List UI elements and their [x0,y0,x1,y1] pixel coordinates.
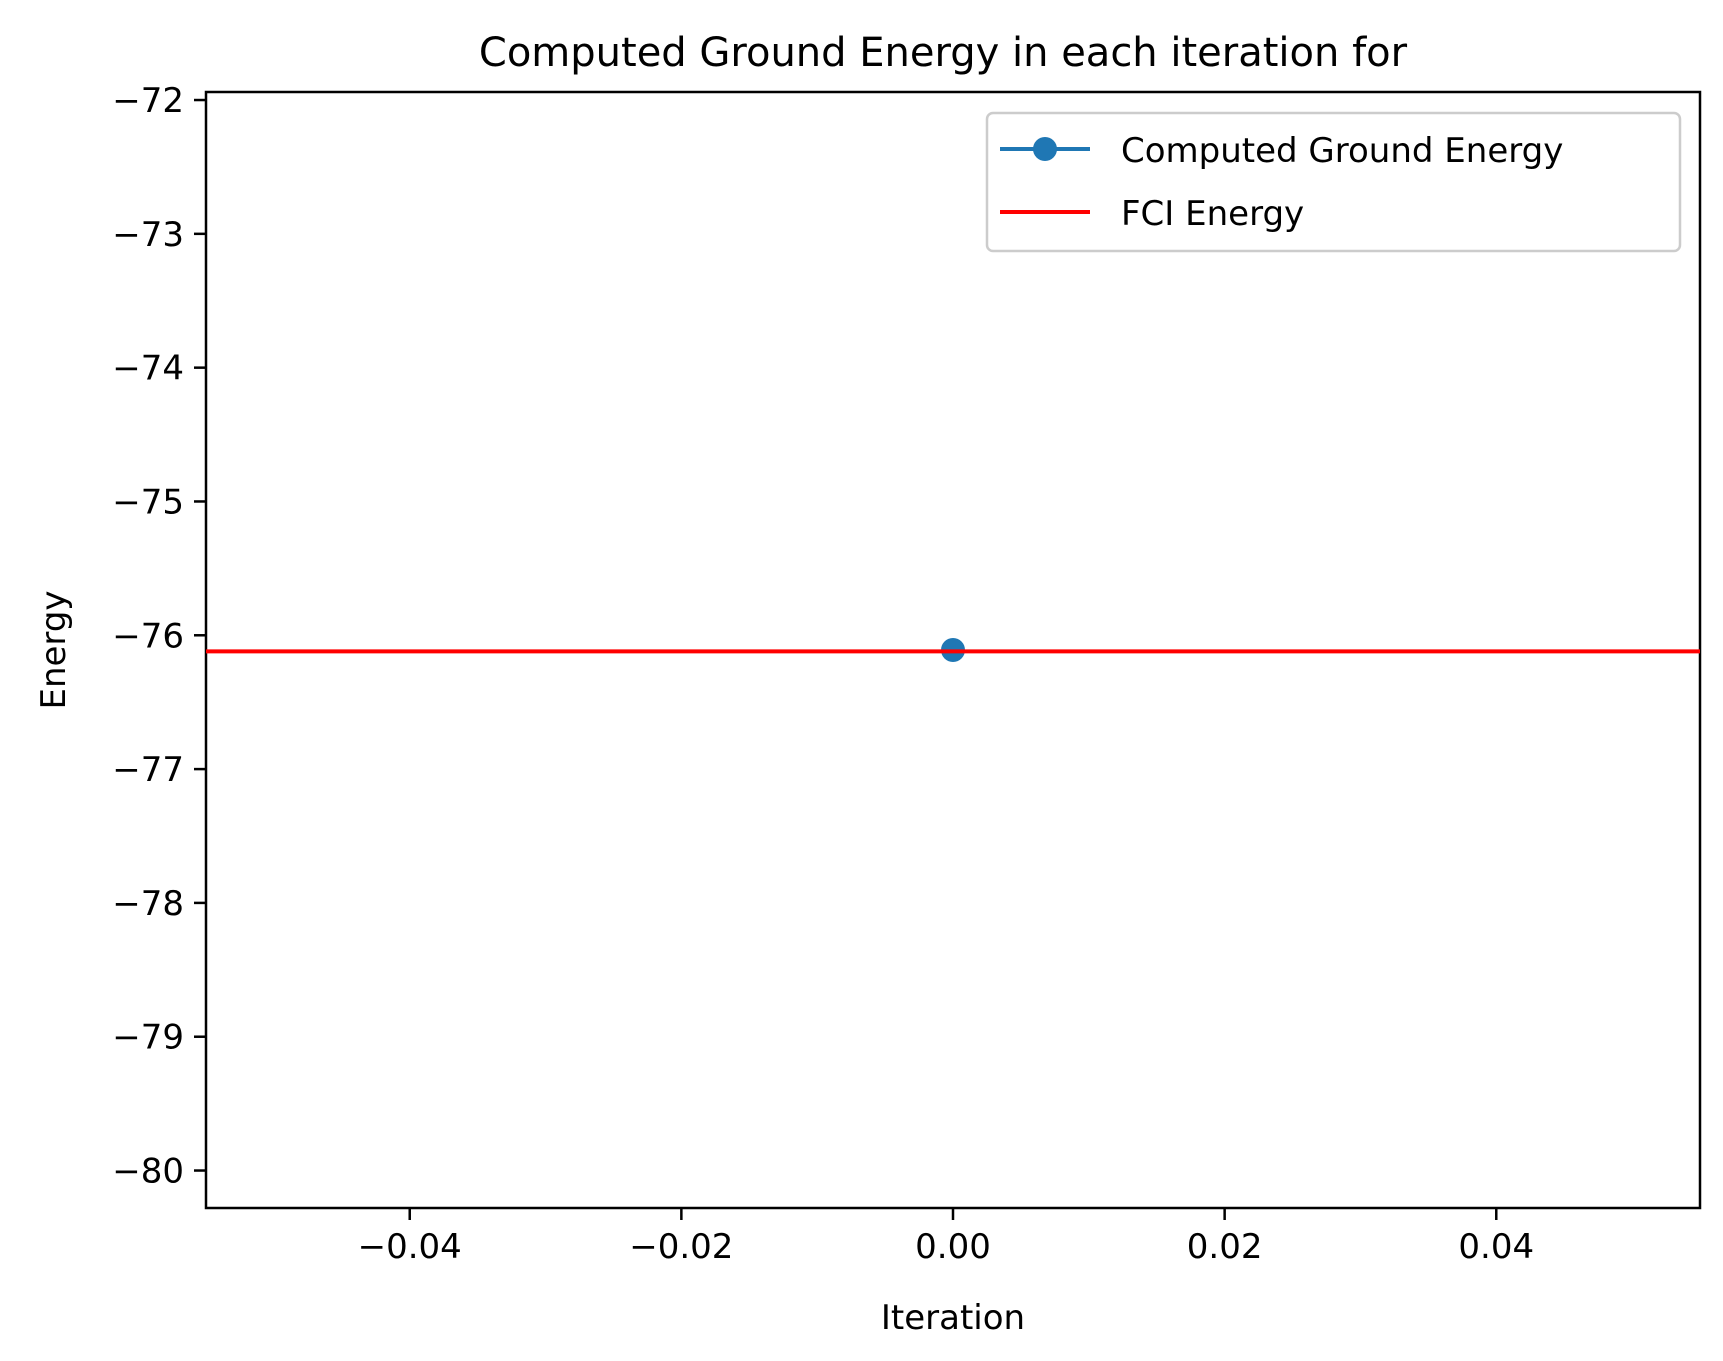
legend: Computed Ground Energy FCI Energy [985,111,1682,253]
y-tick-label: −78 [112,884,184,924]
x-axis-ticks: −0.04 −0.02 0.00 0.02 0.04 [358,1208,1534,1267]
y-tick-label: −74 [112,349,184,389]
y-tick-label: −75 [112,482,184,522]
y-tick-label: −72 [112,81,184,121]
y-axis-label: Energy [34,590,74,709]
x-tick-label: 0.00 [915,1227,991,1267]
x-tick-label: 0.04 [1458,1227,1534,1267]
legend-label-fci: FCI Energy [1121,194,1304,234]
y-tick-label: −80 [112,1152,184,1192]
x-tick-label: 0.02 [1187,1227,1263,1267]
y-tick-label: −73 [112,215,184,255]
y-tick-label: −76 [112,616,184,656]
legend-label-computed: Computed Ground Energy [1121,131,1563,171]
y-axis-ticks: −72 −73 −74 −75 −76 −77 −78 −79 −80 [112,81,206,1192]
chart-title: Computed Ground Energy in each iteration… [479,30,1408,76]
x-axis-label: Iteration [881,1298,1025,1338]
y-tick-label: −77 [112,750,184,790]
y-tick-label: −79 [112,1018,184,1058]
legend-box [985,111,1682,253]
x-tick-label: −0.02 [629,1227,733,1267]
series-layer [206,638,1700,662]
legend-marker-computed [1033,137,1057,161]
x-tick-label: −0.04 [358,1227,462,1267]
